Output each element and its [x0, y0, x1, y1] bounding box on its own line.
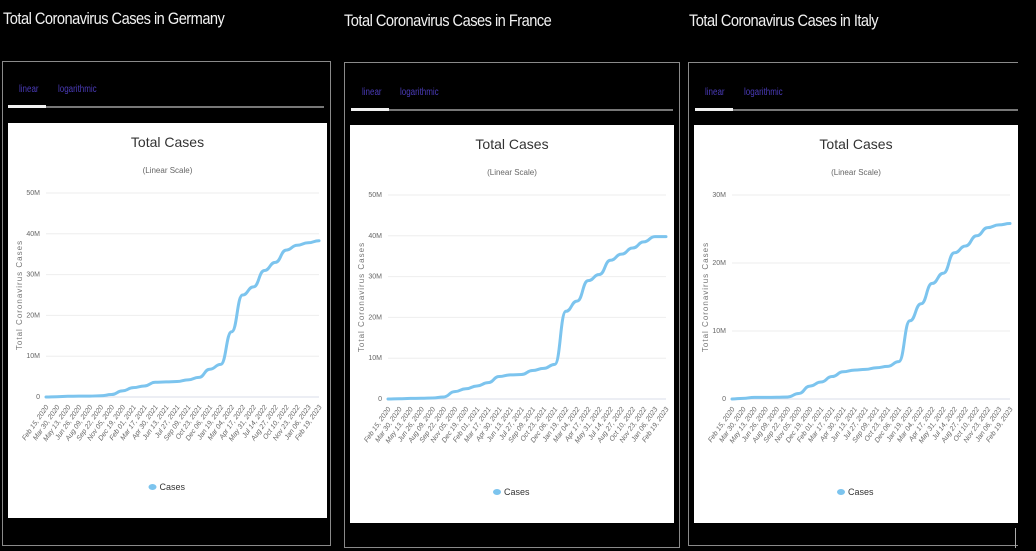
chart-title: Total Cases	[475, 136, 548, 152]
tab-divider	[353, 109, 673, 111]
y-tick-label: 20M	[368, 314, 382, 321]
scale-tabs: linear logarithmic	[345, 81, 679, 111]
tab-logarithmic[interactable]: logarithmic	[58, 84, 97, 95]
tab-active-indicator	[351, 108, 389, 111]
y-tick-label: 10M	[368, 355, 382, 362]
y-tick-label: 20M	[712, 260, 726, 267]
chart-title: Total Cases	[131, 134, 204, 150]
line-chart-germany: Total Cases (Linear Scale) Total Coronavir…	[15, 134, 324, 492]
y-tick-label: 30M	[368, 274, 382, 281]
chart-panel: linear logarithmic Total Cases (Linear Sc…	[344, 62, 680, 548]
series-line-cases	[730, 222, 1012, 401]
y-tick-label: 0	[378, 396, 382, 403]
y-tick-label: 30M	[712, 192, 726, 199]
y-axis-label: Total Coronavirus Cases	[357, 242, 366, 352]
tab-logarithmic[interactable]: logarithmic	[400, 87, 439, 98]
chart-title: Total Cases	[819, 136, 892, 152]
chart-area: Total Cases (Linear Scale) Total Coronavir…	[694, 125, 1018, 523]
legend-label: Cases	[848, 487, 874, 497]
legend-marker	[493, 489, 501, 495]
tab-linear[interactable]: linear	[705, 87, 725, 98]
scrollbar-edge	[1015, 528, 1016, 548]
tab-logarithmic[interactable]: logarithmic	[744, 87, 783, 98]
tab-divider	[697, 109, 1018, 111]
y-axis-label: Total Coronavirus Cases	[701, 242, 710, 352]
tab-active-indicator	[695, 108, 733, 111]
series-line-cases	[386, 235, 668, 401]
legend-label: Cases	[160, 482, 186, 492]
y-tick-label: 40M	[368, 233, 382, 240]
country-title: Total Coronavirus Cases in Germany	[3, 9, 225, 28]
chart-subtitle: (Linear Scale)	[143, 166, 193, 175]
tab-linear[interactable]: linear	[19, 84, 39, 95]
tab-linear[interactable]: linear	[362, 87, 382, 98]
y-tick-label: 0	[722, 396, 726, 403]
scale-tabs: linear logarithmic	[689, 81, 1018, 111]
y-tick-label: 50M	[368, 192, 382, 199]
country-title: Total Coronavirus Cases in Italy	[689, 11, 879, 30]
chart-area: Total Cases (Linear Scale) Total Coronavir…	[8, 123, 327, 518]
y-tick-label: 0	[36, 394, 40, 401]
chart-panel: linear logarithmic Total Cases (Linear Sc…	[688, 62, 1018, 546]
chart-subtitle: (Linear Scale)	[831, 168, 881, 177]
scale-tabs: linear logarithmic	[3, 80, 330, 110]
line-chart-france: Total Cases (Linear Scale) Total Coronavir…	[357, 136, 671, 497]
chart-panel: linear logarithmic Total Cases (Linear Sc…	[2, 61, 331, 546]
chart-area: Total Cases (Linear Scale) Total Coronavir…	[350, 125, 674, 523]
y-tick-label: 30M	[26, 272, 40, 279]
y-tick-label: 50M	[26, 190, 40, 197]
chart-subtitle: (Linear Scale)	[487, 168, 537, 177]
y-tick-label: 10M	[712, 328, 726, 335]
legend-label: Cases	[504, 487, 530, 497]
line-chart-italy: Total Cases (Linear Scale) Total Coronavir…	[701, 136, 1015, 497]
y-tick-label: 10M	[26, 353, 40, 360]
country-title: Total Coronavirus Cases in France	[344, 11, 552, 30]
legend-marker	[837, 489, 845, 495]
y-tick-label: 20M	[26, 312, 40, 319]
series-line-cases	[44, 239, 321, 399]
tab-active-indicator	[8, 105, 46, 108]
legend-marker	[148, 484, 157, 490]
y-axis-label: Total Coronavirus Cases	[15, 240, 24, 350]
y-tick-label: 40M	[26, 231, 40, 238]
tab-divider	[11, 106, 324, 108]
